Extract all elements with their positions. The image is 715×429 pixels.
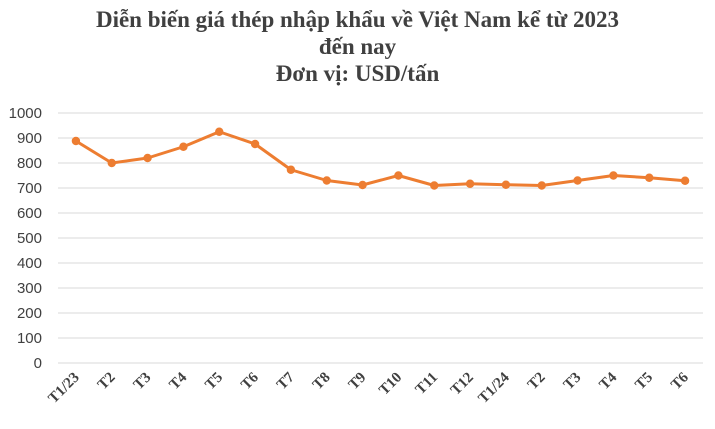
y-tick-label: 900 bbox=[17, 130, 42, 147]
x-tick-label: T9 bbox=[346, 370, 370, 394]
y-tick-label: 0 bbox=[34, 355, 42, 372]
chart-title-line-2: đến nay bbox=[318, 34, 397, 59]
x-tick-label: T5 bbox=[202, 370, 226, 394]
y-tick-label: 1000 bbox=[9, 105, 42, 122]
y-tick-label: 600 bbox=[17, 205, 42, 222]
data-point bbox=[322, 176, 331, 185]
x-tick-label: T10 bbox=[376, 370, 405, 399]
chart-title-line-3: Đơn vị: USD/tấn bbox=[275, 61, 440, 86]
data-point bbox=[645, 173, 654, 182]
x-tick-label: T5 bbox=[632, 370, 656, 394]
series-line bbox=[74, 130, 687, 187]
x-tick-label: T4 bbox=[167, 369, 191, 393]
data-point bbox=[680, 176, 690, 185]
data-point bbox=[430, 181, 439, 190]
data-point bbox=[215, 127, 224, 136]
y-axis-ticks: 0 100 200 300 400 500 600 700 800 900 1000 bbox=[9, 105, 42, 372]
x-tick-label: T6 bbox=[238, 369, 262, 393]
x-tick-label: T12 bbox=[448, 370, 477, 399]
x-tick-label: T3 bbox=[561, 370, 585, 394]
y-tick-label: 300 bbox=[17, 280, 42, 297]
data-point bbox=[465, 179, 475, 188]
y-tick-label: 800 bbox=[17, 155, 42, 172]
x-tick-label: T2 bbox=[525, 370, 549, 394]
data-point bbox=[179, 142, 188, 151]
x-tick-label: T1/24 bbox=[475, 369, 513, 407]
chart-title: Diễn biến giá thép nhập khẩu về Việt Nam… bbox=[0, 6, 715, 87]
y-tick-label: 100 bbox=[17, 330, 42, 347]
data-point bbox=[286, 165, 296, 174]
x-tick-label: T6 bbox=[668, 369, 692, 393]
data-point bbox=[394, 171, 403, 180]
data-point bbox=[143, 153, 152, 163]
data-point bbox=[501, 180, 511, 189]
data-point bbox=[107, 158, 116, 168]
data-point bbox=[609, 171, 618, 180]
data-point bbox=[250, 139, 260, 149]
y-tick-label: 400 bbox=[17, 255, 42, 272]
data-point bbox=[573, 176, 582, 185]
series bbox=[71, 127, 690, 190]
y-tick-label: 500 bbox=[17, 230, 42, 247]
data-point bbox=[71, 136, 81, 146]
data-point bbox=[358, 180, 367, 190]
data-point bbox=[537, 181, 546, 190]
x-tick-label: T2 bbox=[95, 370, 119, 394]
x-tick-label: T7 bbox=[274, 369, 298, 393]
x-tick-label: T3 bbox=[131, 370, 155, 394]
chart-title-line-1: Diễn biến giá thép nhập khẩu về Việt Nam… bbox=[95, 7, 620, 32]
x-tick-label: T4 bbox=[597, 369, 621, 393]
x-tick-label: T1/23 bbox=[45, 370, 82, 407]
gridlines bbox=[58, 112, 703, 364]
x-tick-label: T8 bbox=[310, 370, 334, 394]
y-tick-label: 700 bbox=[17, 180, 42, 197]
x-tick-label: T11 bbox=[413, 370, 441, 398]
y-tick-label: 200 bbox=[17, 305, 42, 322]
